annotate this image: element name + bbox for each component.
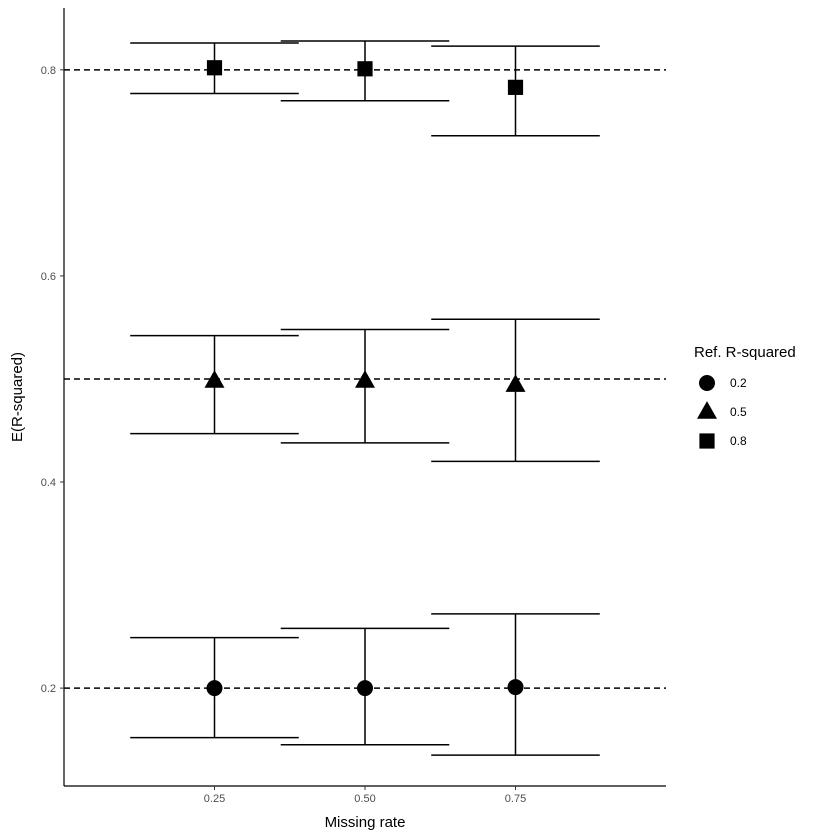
- data-point-square: [507, 79, 524, 95]
- y-tick-label: 0.6: [41, 271, 56, 283]
- x-tick-label: 0.50: [354, 793, 375, 805]
- data-point-triangle: [355, 370, 375, 388]
- data-point-circle: [507, 679, 524, 696]
- legend: Ref. R-squared 0.2 0.5 0.8: [694, 344, 796, 449]
- legend-label: 0.8: [730, 434, 747, 448]
- data-point-circle: [357, 680, 373, 697]
- legend-key-triangle: [697, 401, 717, 419]
- data-point-square: [206, 60, 223, 76]
- legend-title: Ref. R-squared: [694, 344, 796, 361]
- series-square: [130, 40, 600, 137]
- x-axis-title: Missing rate: [325, 814, 406, 831]
- data-point-circle: [206, 680, 223, 697]
- x-tick-label: 0.75: [505, 793, 526, 805]
- x-ticks: 0.25 0.50 0.75: [204, 786, 526, 805]
- legend-key-circle: [699, 375, 715, 391]
- legend-key-square: [699, 433, 715, 449]
- data-point-triangle: [204, 370, 225, 388]
- series-triangle: [130, 318, 600, 463]
- y-axis-title: E(R-squared): [9, 352, 26, 442]
- y-tick-label: 0.8: [41, 65, 56, 77]
- legend-label: 0.2: [730, 376, 747, 390]
- y-tick-label: 0.2: [41, 683, 56, 695]
- legend-label: 0.5: [730, 405, 747, 419]
- y-ticks: 0.2 0.4 0.6 0.8: [41, 65, 64, 695]
- series-circle: [130, 613, 600, 756]
- x-tick-label: 0.25: [204, 793, 225, 805]
- plot-area: [64, 40, 666, 756]
- data-point-triangle: [505, 374, 526, 392]
- y-tick-label: 0.4: [41, 477, 56, 489]
- data-point-square: [357, 61, 373, 77]
